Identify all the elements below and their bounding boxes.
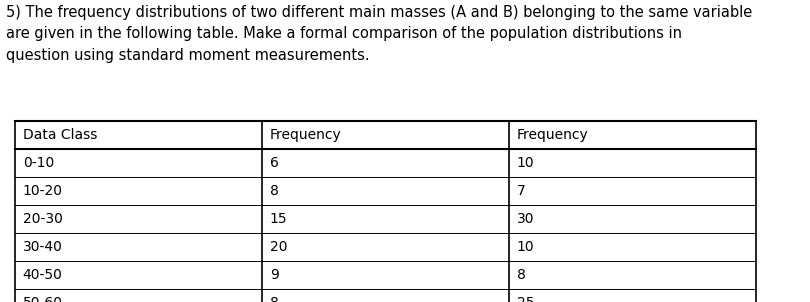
Text: Data Class: Data Class	[23, 128, 97, 142]
Text: 10: 10	[517, 156, 535, 170]
Text: 30: 30	[517, 212, 535, 226]
Text: Frequency: Frequency	[270, 128, 342, 142]
Text: 10-20: 10-20	[23, 184, 62, 198]
Text: 8: 8	[270, 184, 279, 198]
Text: 25: 25	[517, 296, 535, 302]
Text: 10: 10	[517, 240, 535, 254]
Text: Frequency: Frequency	[517, 128, 589, 142]
Text: 0-10: 0-10	[23, 156, 54, 170]
Text: 5) The frequency distributions of two different main masses (A and B) belonging : 5) The frequency distributions of two di…	[6, 5, 752, 63]
Text: 20: 20	[270, 240, 288, 254]
Text: 6: 6	[270, 156, 279, 170]
Text: 40-50: 40-50	[23, 268, 62, 282]
Text: 8: 8	[270, 296, 279, 302]
Text: 15: 15	[270, 212, 288, 226]
Text: 30-40: 30-40	[23, 240, 62, 254]
Text: 8: 8	[517, 268, 526, 282]
Text: 7: 7	[517, 184, 526, 198]
Text: 9: 9	[270, 268, 279, 282]
Text: 20-30: 20-30	[23, 212, 62, 226]
Text: 50-60: 50-60	[23, 296, 62, 302]
